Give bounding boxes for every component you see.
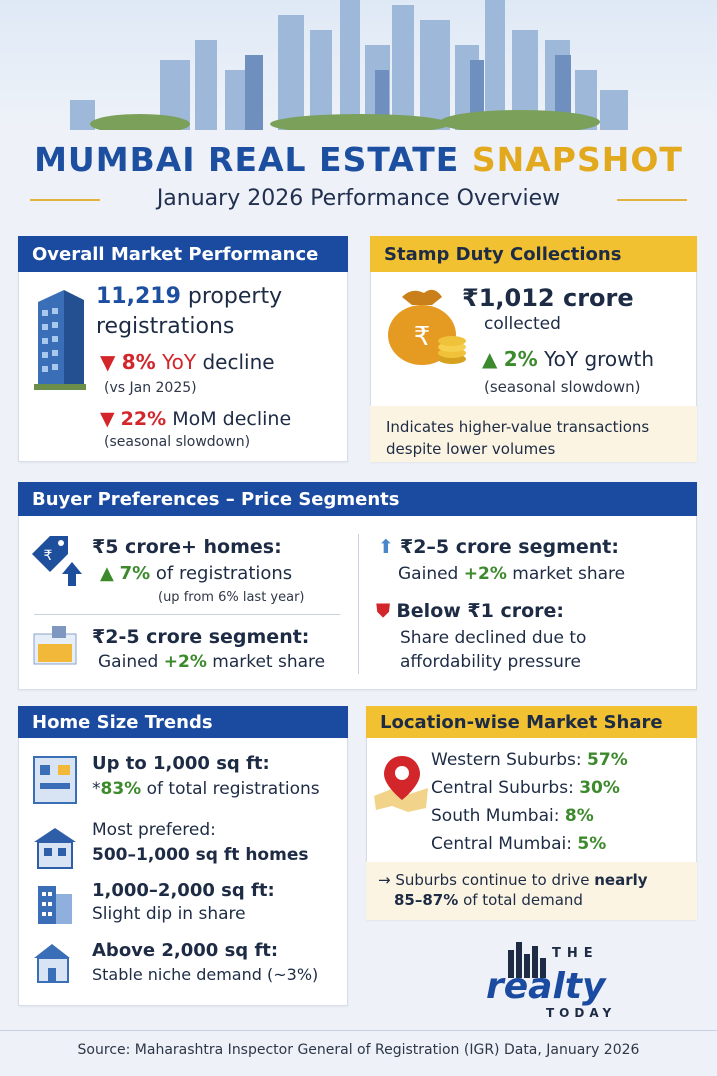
location-share-heading: Location-wise Market Share [366, 706, 697, 738]
seg2-title: ₹2-5 crore segment: [92, 626, 310, 648]
location-value: 30% [579, 778, 620, 798]
seg3-text: market share [512, 564, 626, 584]
location-name: Central Mumbai: [431, 834, 572, 854]
up-circle-icon: ⬆ [378, 536, 394, 558]
size2-text: 500–1,000 sq ft homes [92, 845, 309, 865]
price-tag-icon: ₹ [28, 532, 88, 592]
size4-text: Stable niche demand (~3%) [92, 965, 319, 984]
registrations-value: 11,219 [96, 284, 181, 309]
size2-title: Most prefered: [92, 820, 216, 840]
up-triangle-icon: ▲ [482, 347, 498, 371]
location-pin-icon [372, 752, 430, 816]
buyer-preferences-heading: Buyer Preferences – Price Segments [18, 482, 697, 516]
seg3-prefix: Gained [398, 564, 459, 584]
indicator-line-1: Indicates higher-value transactions [386, 418, 650, 436]
location-name: Western Suburbs: [431, 750, 582, 770]
up-triangle-icon: ▲ [100, 563, 114, 584]
size1-prefix: * [92, 779, 101, 799]
house-plan-icon [30, 624, 80, 674]
registrations-label: property [187, 284, 283, 309]
seg4-line-2: affordability pressure [400, 652, 581, 672]
realty-today-logo: THE realty TODAY [486, 936, 646, 1022]
buyer-column-divider [358, 534, 359, 674]
growth-text: YoY growth [544, 347, 655, 371]
stamp-collected: collected [484, 314, 561, 334]
size1-title: Up to 1,000 sq ft: [92, 753, 270, 774]
location-name: South Mumbai: [431, 806, 560, 826]
location-value: 57% [587, 750, 628, 770]
seg1-text: of registrations [155, 563, 293, 584]
footer-divider [0, 1030, 717, 1031]
logo-today: TODAY [546, 1006, 617, 1020]
tower-icon [32, 880, 78, 930]
size4-title: Above 2,000 sq ft: [92, 940, 279, 961]
villa-icon [32, 940, 78, 988]
svg-text:₹: ₹ [44, 548, 53, 564]
money-bag-icon: ₹ [380, 285, 470, 371]
growth-value: 2% [503, 347, 538, 371]
location-name: Central Suburbs: [431, 778, 574, 798]
footer-source: Source: Maharashtra Inspector General of… [77, 1042, 640, 1058]
registrations-label-2: registrations [96, 314, 235, 339]
seg4-title: Below ₹1 crore: [396, 600, 565, 622]
growth-note: (seasonal slowdown) [484, 378, 641, 396]
yoy-text: decline [202, 350, 275, 374]
shield-icon: ⛊ [376, 600, 391, 622]
size1-value: 83% [100, 779, 142, 799]
size3-text: Slight dip in share [92, 904, 246, 924]
building-icon [34, 290, 86, 394]
segment-divider [34, 614, 340, 615]
location-note-rest: of total demand [463, 891, 583, 909]
location-note: → Suburbs continue to drive nearly 85–87… [366, 862, 697, 920]
seg2-text: market share [212, 652, 326, 672]
seg2-value: +2% [163, 652, 207, 672]
seg1-value: 7% [119, 563, 151, 584]
size3-title: 1,000–2,000 sq ft: [92, 880, 275, 901]
stamp-indicator-note: Indicates higher-value transactions desp… [370, 406, 697, 462]
title-accent: SNAPSHOT [471, 140, 683, 179]
overall-market-heading: Overall Market Performance [18, 236, 348, 272]
svg-text:₹: ₹ [414, 322, 431, 352]
seg1-title: ₹5 crore+ homes: [92, 536, 282, 558]
down-arrow-icon: ▼ [100, 350, 116, 374]
subtitle-right-line [617, 199, 687, 201]
location-value: 8% [564, 806, 594, 826]
city-skyline-image [0, 0, 717, 134]
yoy-note: (vs Jan 2025) [104, 380, 197, 396]
yoy-unit: YoY [162, 350, 197, 374]
mom-note: (seasonal slowdown) [104, 434, 251, 450]
indicator-line-2: despite lower volumes [386, 440, 556, 458]
location-note-strong: nearly [594, 871, 648, 889]
location-note-prefix: Suburbs continue to drive [395, 871, 590, 889]
subtitle-left-line [30, 199, 100, 201]
mom-value: 22% [120, 408, 167, 430]
down-arrow-icon: ▼ [100, 408, 115, 430]
home-size-heading: Home Size Trends [18, 706, 348, 738]
seg2-prefix: Gained [98, 652, 159, 672]
arrow-right-icon: → [378, 871, 391, 889]
location-value: 5% [577, 834, 607, 854]
yoy-value: 8% [121, 350, 156, 374]
page-subtitle: January 2026 Performance Overview [156, 186, 561, 211]
mom-text: MoM decline [172, 408, 292, 430]
seg4-line-1: Share declined due to [400, 628, 587, 648]
buyer-preferences-card [18, 482, 697, 690]
logo-the: THE [552, 946, 599, 961]
seg1-note: (up from 6% last year) [158, 590, 305, 605]
seg3-title: ₹2–5 crore segment: [399, 536, 619, 558]
house-icon [32, 826, 78, 874]
size1-text: of total registrations [146, 779, 320, 799]
stamp-amount: ₹1,012 crore [462, 284, 634, 312]
page-title: MUMBAI REAL ESTATE SNAPSHOT [0, 140, 717, 179]
location-note-range: 85–87% [394, 891, 459, 909]
seg3-value: +2% [463, 564, 507, 584]
title-main: MUMBAI REAL ESTATE [34, 140, 460, 179]
logo-realty: realty [486, 966, 606, 1007]
stamp-duty-heading: Stamp Duty Collections [370, 236, 697, 272]
apartment-icon [32, 755, 78, 809]
